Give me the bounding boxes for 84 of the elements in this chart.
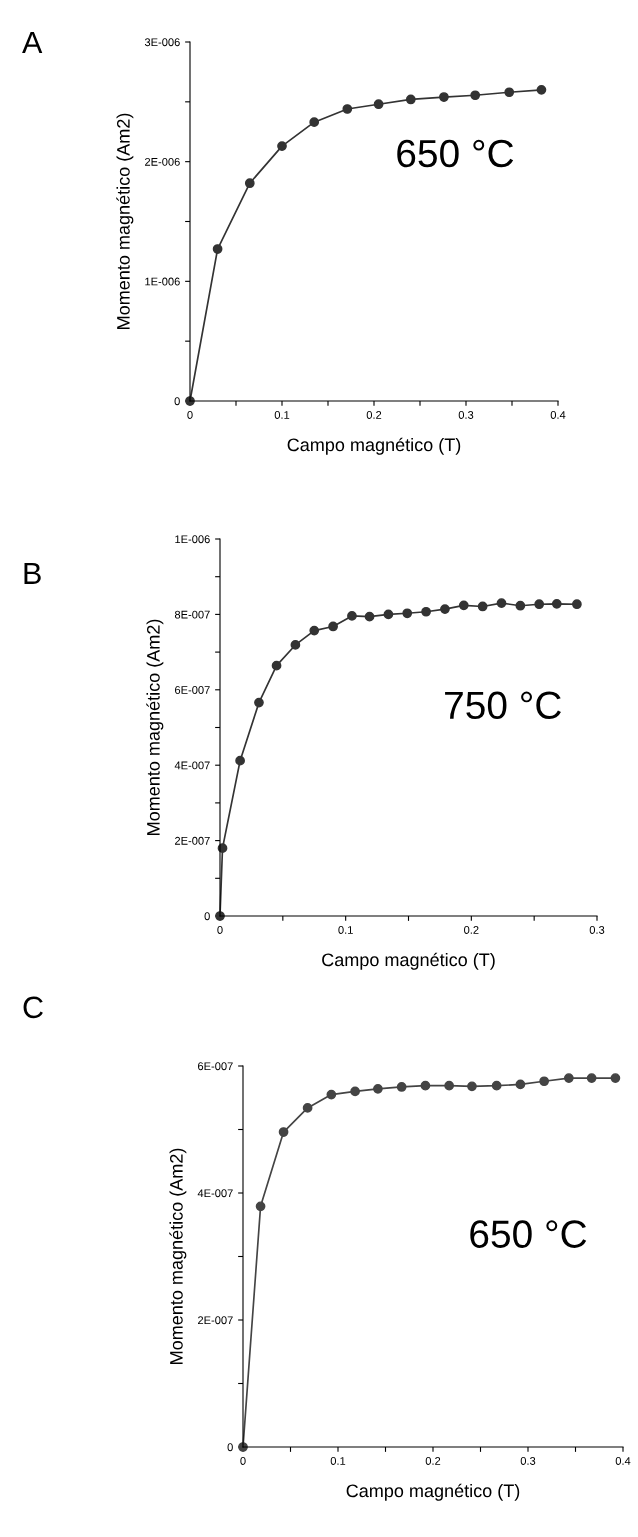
point [440,604,450,614]
y-tick-label: 0 [204,912,210,921]
y-tick-label: 0 [227,1443,233,1452]
point [396,1082,407,1092]
y-tick-label: 2E-006 [145,157,180,166]
point [373,99,384,110]
y-tick-label: 4E-007 [197,1189,233,1198]
point [364,611,375,622]
x-axis-title: Campo magnético (T) [287,437,461,455]
x-tick-label: 0.4 [550,411,566,419]
point [383,609,394,620]
chart-title: A [22,31,43,53]
point [328,621,338,632]
x-axis-title: Campo magnético (T) [322,952,495,970]
x-tick-label: 0.2 [366,411,382,419]
point [255,1201,266,1212]
point [458,600,469,611]
y-axis-title: Momento magnético (Am2) [169,1148,187,1364]
x-tick-label: 0.3 [520,1457,536,1465]
point [496,598,507,608]
y-tick-label: 3E-006 [144,38,180,47]
x-tick-label: 0.1 [330,1457,346,1465]
point [373,1083,383,1094]
point [402,608,413,619]
x-tick-label: 0.3 [589,926,605,934]
annotation: 650 °C [470,1220,587,1248]
y-tick-label: 1E-006 [145,277,180,286]
y-tick-label: 8E-007 [174,610,210,619]
y-tick-label: 2E-007 [175,836,210,845]
point [254,697,264,708]
point [235,755,245,766]
x-tick-label: 0.2 [425,1457,441,1465]
point [467,1081,477,1092]
point [563,1073,574,1083]
x-tick-label: 0.4 [615,1457,631,1465]
point [504,87,515,98]
x-axis-title: Campo magnético (T) [346,1483,520,1501]
point [309,625,320,636]
annotation: 750 °C [445,691,561,720]
point [477,601,488,612]
y-tick-label: 1E-006 [175,535,210,544]
x-tick-label: 0.3 [458,411,474,419]
point [302,1103,313,1113]
y-tick-label: 4E-007 [174,761,210,770]
point [347,611,357,621]
point [470,90,481,101]
x-tick-label: 0 [240,1457,246,1465]
point [420,1080,431,1091]
point [515,1079,526,1090]
y-axis-title: Momento magnético (Am2) [116,113,134,329]
x-tick-label: 0.1 [274,411,290,419]
y-tick-label: 2E-007 [198,1316,233,1325]
x-tick-label: 0.1 [338,926,353,934]
point [290,640,301,650]
y-tick-label: 0 [174,397,180,406]
y-tick-label: 6E-007 [198,1062,233,1071]
point [539,1076,550,1087]
point [405,94,416,105]
x-tick-label: 0.2 [464,926,479,934]
point [572,599,582,610]
point [342,104,353,114]
point [439,92,449,102]
annotation: 650 °C [397,139,514,168]
point [586,1073,597,1083]
point [515,600,526,611]
point [350,1086,360,1097]
point [309,117,320,128]
point [610,1073,621,1083]
point [444,1080,455,1091]
point [536,85,547,95]
y-axis-title: Momento magnético (Am2) [146,619,164,835]
point [326,1089,337,1100]
chart-title: C [23,996,43,1019]
point [421,606,431,617]
point [277,141,287,151]
text: B [24,562,41,584]
y-tick-label: 6E-007 [175,686,210,694]
point [534,599,545,610]
point [551,598,562,609]
point [271,660,282,671]
point [278,1127,289,1137]
point [244,178,255,189]
point [491,1080,502,1091]
point [212,244,223,254]
